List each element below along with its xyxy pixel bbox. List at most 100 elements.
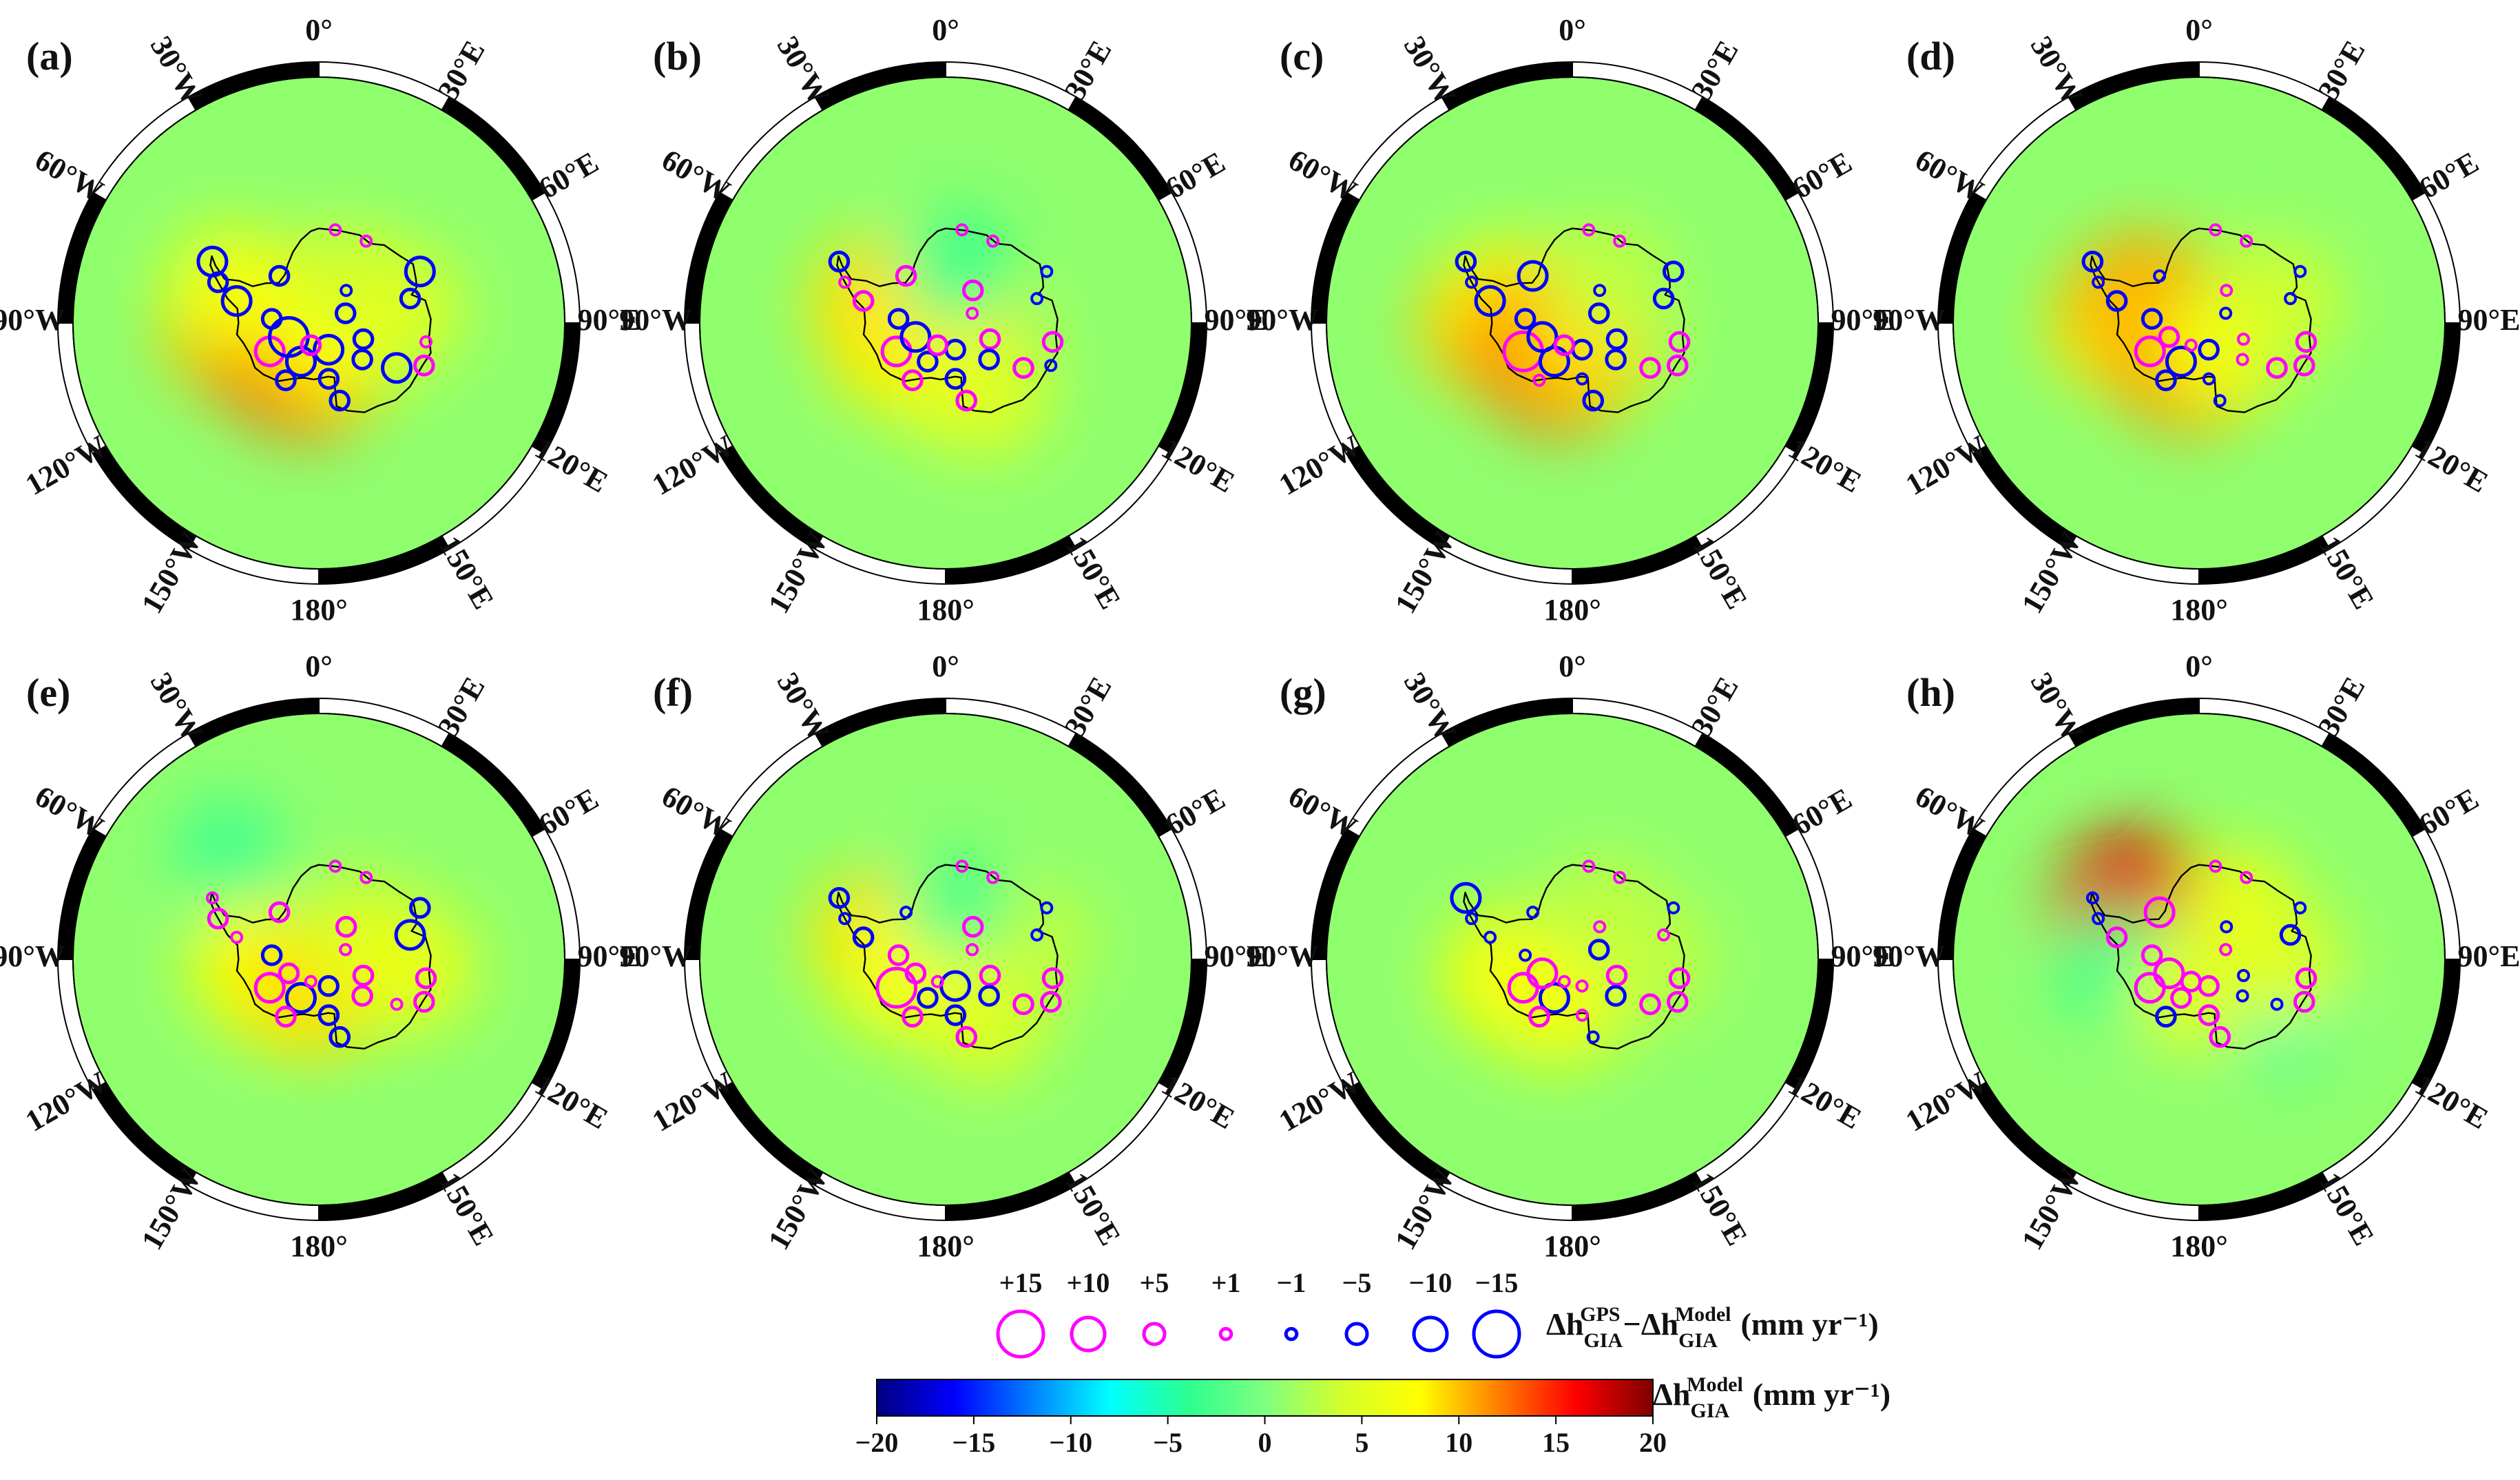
gps-site-marker <box>399 287 421 310</box>
gps-site-marker <box>828 887 851 909</box>
longitude-label: 150°W <box>2015 1163 2088 1255</box>
gps-site-marker <box>2293 990 2315 1013</box>
gps-site-marker <box>360 871 373 884</box>
gps-site-marker <box>904 962 927 985</box>
longitude-label: 0° <box>305 649 333 683</box>
coastline <box>1463 864 1685 1050</box>
gps-site-marker <box>875 966 917 1009</box>
longitude-label: 150°E <box>433 1167 501 1251</box>
gps-site-marker <box>944 368 967 390</box>
gps-site-marker <box>917 351 939 373</box>
gps-site-marker <box>2105 926 2128 948</box>
gps-site-marker <box>2198 338 2220 361</box>
gps-site-marker <box>895 264 917 287</box>
legend-circle-label: +10 <box>1067 1267 1110 1298</box>
gps-site-marker <box>917 987 939 1009</box>
gps-site-marker <box>926 334 949 357</box>
map-panel: 0°30°E60°E90°E120°E150°E180°150°W120°W90… <box>0 649 640 1263</box>
legend-circle-label: +5 <box>1140 1267 1169 1298</box>
map-panel: 0°30°E60°E90°E120°E150°E180°150°W120°W90… <box>619 13 1267 627</box>
gps-site-marker <box>1040 264 1054 278</box>
gia-field <box>73 77 565 569</box>
map-border <box>1953 713 2446 1206</box>
longitude-label: 60°W <box>656 779 736 844</box>
gps-sites <box>828 859 1064 1048</box>
coastline <box>836 864 1059 1050</box>
longitude-label: 150°W <box>1388 1163 1461 1255</box>
gps-site-marker <box>2092 275 2105 289</box>
gps-site-marker <box>329 389 351 412</box>
longitude-label: 0° <box>932 13 959 47</box>
longitude-label: 30°W <box>1397 30 1463 110</box>
gps-site-marker <box>2266 357 2288 379</box>
gps-site-marker <box>1667 901 1680 915</box>
gps-site-marker <box>1526 906 1540 919</box>
gps-site-marker <box>1667 354 1689 377</box>
panel-label: (b) <box>653 34 702 79</box>
gps-site-marker <box>2209 223 2222 237</box>
gps-site-marker <box>1663 260 1685 283</box>
gps-site-marker <box>317 368 340 390</box>
longitude-label: 30°W <box>771 667 836 747</box>
gps-site-marker <box>986 871 1000 884</box>
gps-site-marker <box>352 328 375 351</box>
gps-site-marker <box>1041 967 1064 990</box>
gps-site-marker <box>1557 974 1571 988</box>
legend: +15 +10 +5 +1 −1 −5 −10 −15 ΔhGIAGPS−ΔhGIAModel… <box>855 1267 1891 1458</box>
longitude-label: 150°W <box>135 526 208 619</box>
gps-sites <box>205 859 437 1048</box>
map-panel: 0°30°E60°E90°E120°E150°E180°150°W120°W90… <box>1873 649 2520 1263</box>
map-panel: 0°30°E60°E90°E120°E150°E180°150°W120°W90… <box>1873 13 2520 627</box>
gps-site-marker <box>1668 967 1691 990</box>
map-panels: 0°30°E60°E90°E120°E150°E180°150°W120°W90… <box>0 13 2520 1263</box>
longitude-label: 150°E <box>433 530 501 614</box>
gps-sites <box>1455 223 1691 412</box>
map-border <box>1326 713 1819 1206</box>
field-anomaly <box>173 796 282 906</box>
longitude-label: 150°E <box>1059 530 1127 614</box>
colorbar-tick-label: −15 <box>952 1427 995 1458</box>
gps-site-marker <box>1605 964 1628 987</box>
gps-site-marker <box>260 944 283 966</box>
gps-site-marker <box>1553 334 1576 357</box>
longitude-label: 90°W <box>1873 939 1946 973</box>
gps-site-marker <box>2180 970 2203 993</box>
gps-site-marker <box>2143 896 2176 928</box>
gps-site-marker <box>961 279 984 302</box>
gps-site-marker <box>1514 308 1537 330</box>
gps-site-marker <box>419 335 433 348</box>
circle-legend-title: ΔhGIAGPS−ΔhGIAModel (mm yr⁻¹) <box>1546 1303 1879 1352</box>
longitude-label: 60°W <box>30 779 110 844</box>
gps-site-marker <box>902 1005 924 1028</box>
gps-sites <box>828 223 1064 412</box>
colorbar-tick-label: 15 <box>1542 1427 1570 1458</box>
longitude-label: 180° <box>290 1229 348 1263</box>
longitude-label: 90°W <box>0 303 65 337</box>
colorbar-tick-label: 10 <box>1445 1427 1472 1458</box>
gps-site-marker <box>1517 260 1549 292</box>
map-panel: 0°30°E60°E90°E120°E150°E180°150°W120°W90… <box>1246 13 1893 627</box>
gps-site-marker <box>335 915 357 938</box>
field-anomaly <box>899 210 1012 324</box>
gps-site-marker <box>1450 882 1482 914</box>
legend-circle-label: +15 <box>999 1267 1043 1298</box>
gps-site-marker <box>2293 901 2307 915</box>
longitude-label: 120°E <box>2410 431 2494 499</box>
gps-site-marker <box>2141 944 2163 966</box>
field-anomaly <box>167 228 293 353</box>
gps-site-marker <box>2237 969 2250 982</box>
legend-circle <box>1070 1315 1107 1353</box>
longitude-label: 90°E <box>1205 939 1267 973</box>
longitude-label: 30°W <box>144 667 209 747</box>
gps-site-marker <box>300 334 322 357</box>
gps-site-marker <box>205 891 219 905</box>
gps-site-marker <box>1483 930 1497 944</box>
gps-site-marker <box>2105 290 2128 312</box>
legend-circle-label: −10 <box>1409 1267 1452 1298</box>
gps-site-marker <box>2237 333 2250 346</box>
gps-site-marker <box>409 897 431 919</box>
gps-site-marker <box>1575 372 1589 386</box>
gps-site-marker <box>394 919 426 951</box>
gps-site-marker <box>1586 1030 1600 1044</box>
